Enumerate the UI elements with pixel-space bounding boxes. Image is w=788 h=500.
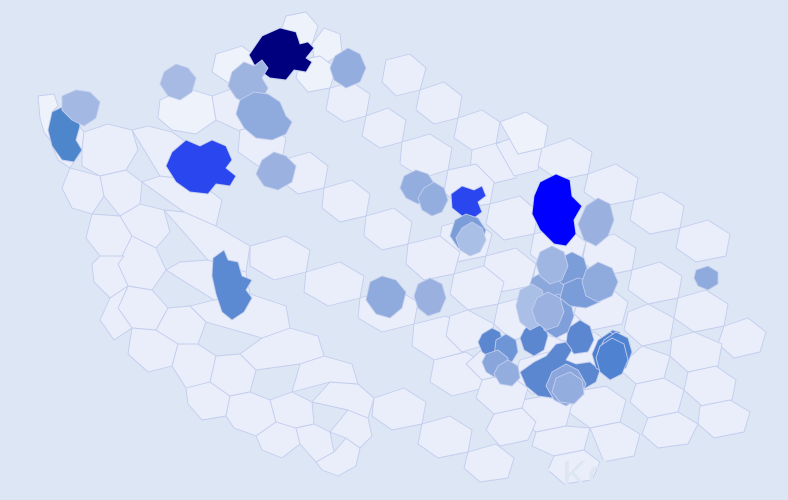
district-highlight-layer — [47, 27, 719, 407]
district[interactable] — [485, 195, 539, 241]
district[interactable] — [303, 261, 365, 307]
district[interactable] — [641, 411, 699, 449]
district-highlight[interactable] — [417, 181, 449, 217]
district-highlight[interactable] — [531, 291, 565, 331]
district[interactable] — [361, 107, 407, 149]
district[interactable] — [589, 421, 641, 463]
district-base-layer — [37, 11, 767, 485]
district-highlight[interactable] — [531, 173, 583, 247]
district[interactable] — [675, 219, 731, 263]
district-highlight[interactable] — [450, 185, 487, 219]
district[interactable] — [485, 407, 537, 447]
district-highlight[interactable] — [693, 265, 719, 291]
district[interactable] — [315, 437, 361, 477]
district[interactable] — [547, 449, 601, 485]
district-highlight[interactable] — [159, 63, 197, 101]
district-highlight[interactable] — [365, 275, 407, 319]
district[interactable] — [321, 179, 371, 223]
district-highlight[interactable] — [455, 221, 487, 257]
district[interactable] — [81, 123, 139, 177]
district[interactable] — [415, 81, 463, 125]
district[interactable] — [363, 207, 413, 251]
district[interactable] — [629, 191, 685, 235]
district-highlight[interactable] — [329, 47, 367, 89]
district[interactable] — [627, 261, 683, 305]
district-highlight[interactable] — [581, 261, 619, 303]
district[interactable] — [697, 399, 751, 439]
district[interactable] — [463, 443, 515, 483]
district-highlight[interactable] — [255, 151, 297, 191]
district[interactable] — [311, 381, 375, 419]
district[interactable] — [249, 235, 311, 281]
district-highlight[interactable] — [493, 359, 521, 387]
district[interactable] — [717, 317, 767, 359]
district-highlight[interactable] — [61, 89, 101, 127]
district-highlight[interactable] — [551, 371, 585, 405]
district[interactable] — [269, 391, 315, 429]
district[interactable] — [325, 81, 371, 123]
district-highlight[interactable] — [595, 337, 629, 381]
district[interactable] — [171, 343, 217, 389]
district-highlight[interactable] — [535, 245, 569, 285]
district[interactable] — [499, 111, 549, 155]
district-highlight[interactable] — [235, 91, 293, 141]
district-highlight[interactable] — [413, 277, 447, 317]
district[interactable] — [371, 387, 427, 431]
district[interactable] — [623, 303, 675, 347]
district[interactable] — [399, 133, 453, 179]
district[interactable] — [239, 327, 325, 371]
district[interactable] — [381, 53, 427, 97]
district[interactable] — [673, 289, 729, 333]
district-highlight[interactable] — [577, 197, 615, 247]
district-highlight[interactable] — [165, 139, 237, 195]
district[interactable] — [583, 163, 639, 207]
district-highlight[interactable] — [211, 249, 253, 321]
district[interactable] — [417, 415, 473, 459]
district[interactable] — [189, 293, 291, 339]
district[interactable] — [537, 137, 593, 181]
